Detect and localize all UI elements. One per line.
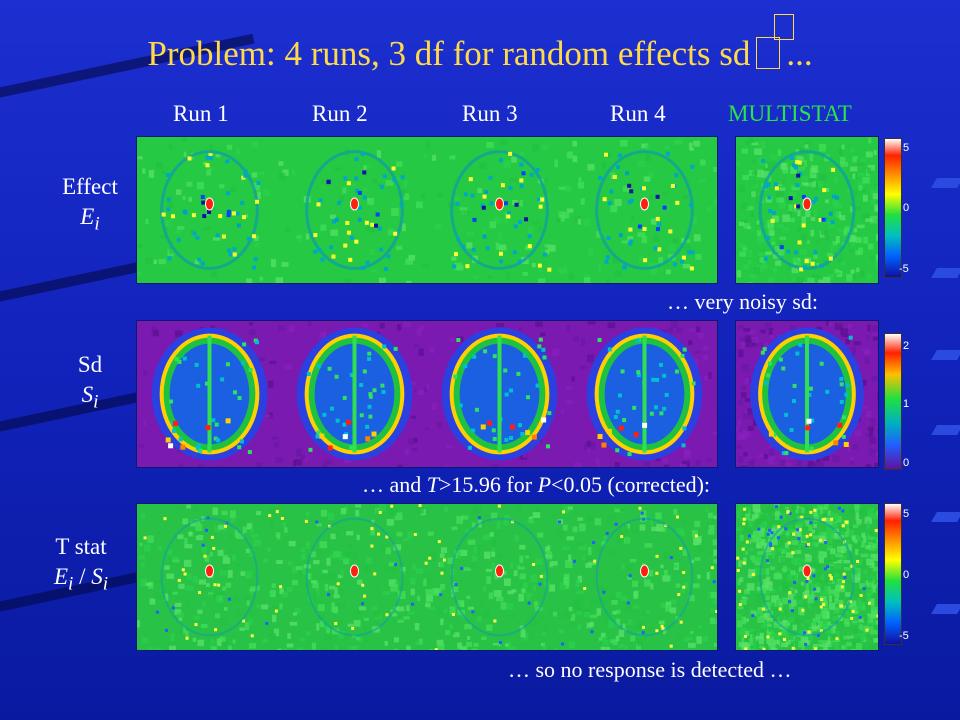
effect-colorbar-tick: -5 xyxy=(899,263,909,275)
tstat-colorbar xyxy=(884,503,902,645)
row-label-symbol: Si xyxy=(81,382,99,413)
row-label-text: Sd xyxy=(77,352,103,377)
row-label-effect: Effect Ei xyxy=(35,172,145,240)
missing-glyph-icon xyxy=(756,14,795,69)
background-tick xyxy=(931,425,960,435)
row-label-symbol: Ei xyxy=(80,204,100,235)
tstat-colorbar-tick: -5 xyxy=(899,630,909,642)
row-label-symbol: Ei / Si xyxy=(53,564,109,595)
effect-multistat-image xyxy=(735,136,879,284)
sd-colorbar xyxy=(884,333,902,470)
background-tick xyxy=(931,268,960,278)
sd-colorbar-tick: 2 xyxy=(903,340,910,352)
row-label-text: Effect xyxy=(62,174,118,199)
missing-glyph-icon xyxy=(774,14,795,40)
caption-no-response: … so no response is detected … xyxy=(508,657,792,682)
tstat-colorbar-tick: 5 xyxy=(903,508,910,520)
slide-title-text: Problem: 4 runs, 3 df for random effects… xyxy=(147,34,751,73)
row-label-sd: Sd Si xyxy=(35,350,145,418)
background-tick xyxy=(931,604,960,614)
sd-colorbar-tick: 0 xyxy=(903,457,910,469)
slide-title-suffix: ... xyxy=(786,34,813,73)
column-header-run-1: Run 1 xyxy=(173,101,229,126)
column-header-run-4: Run 4 xyxy=(610,101,666,126)
tstat-runs-image xyxy=(136,503,718,651)
effect-colorbar-tick: 5 xyxy=(903,142,910,154)
column-header-multistat: MULTISTAT xyxy=(728,101,852,126)
effect-colorbar xyxy=(884,138,902,278)
sd-runs-image xyxy=(136,320,718,468)
effect-colorbar-tick: 0 xyxy=(903,202,910,214)
tstat-multistat-image xyxy=(735,503,879,651)
caption-noisy-sd: … very noisy sd: xyxy=(667,289,818,314)
column-header-run-2: Run 2 xyxy=(312,101,368,126)
column-header-run-3: Run 3 xyxy=(462,101,518,126)
row-label-tstat: T stat Ei / Si xyxy=(22,532,140,600)
row-label-text: T stat xyxy=(55,534,107,559)
background-tick xyxy=(931,350,960,360)
sd-multistat-image xyxy=(735,320,879,468)
effect-runs-image xyxy=(136,136,718,284)
background-tick xyxy=(931,512,960,522)
slide-title: Problem: 4 runs, 3 df for random effects… xyxy=(0,14,960,74)
tstat-colorbar-tick: 0 xyxy=(903,569,910,581)
background-tick xyxy=(931,178,960,188)
sd-colorbar-tick: 1 xyxy=(903,398,910,410)
caption-threshold: … and T>15.96 for P<0.05 (corrected): xyxy=(362,472,711,497)
